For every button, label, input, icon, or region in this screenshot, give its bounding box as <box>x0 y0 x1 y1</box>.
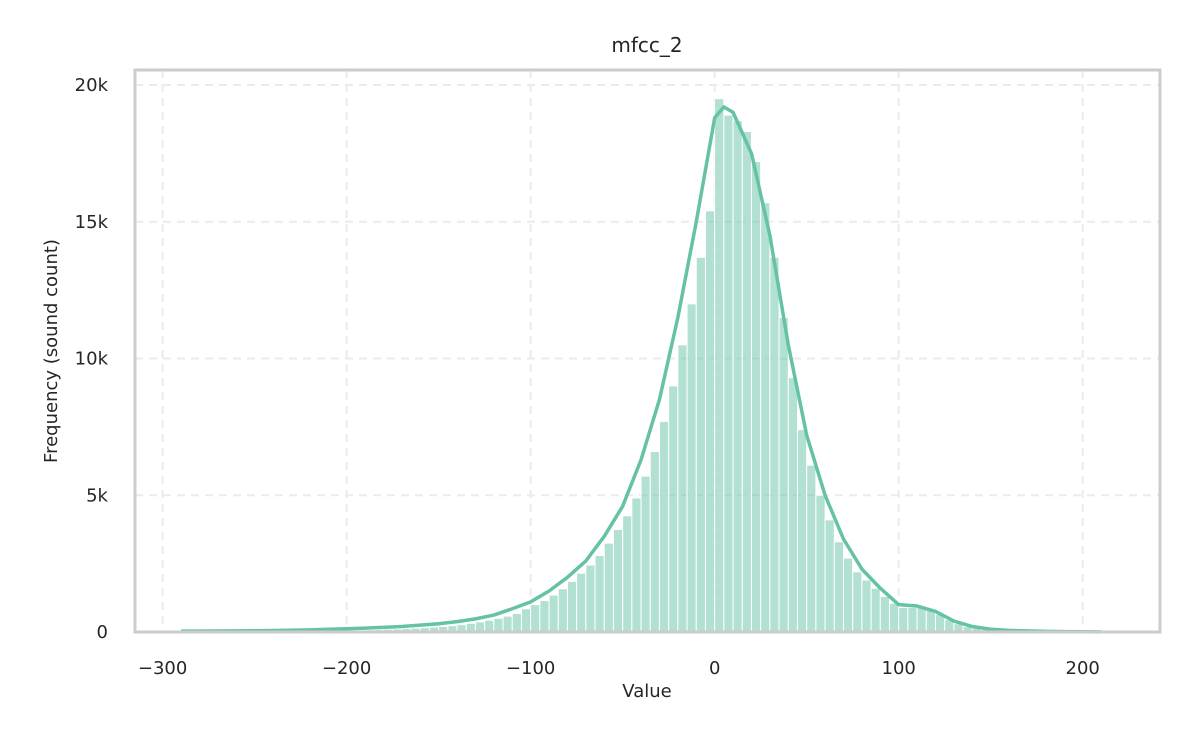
bar <box>807 465 816 632</box>
bar <box>623 516 632 632</box>
y-axis-label: Frequency (sound count) <box>41 239 62 463</box>
x-tick-label: 200 <box>1066 658 1100 679</box>
bar <box>549 595 558 632</box>
bar <box>659 421 668 632</box>
bar <box>669 386 678 632</box>
bar <box>586 565 595 632</box>
bar <box>871 588 880 632</box>
bar <box>770 257 779 632</box>
bar <box>751 162 760 632</box>
bar <box>779 317 788 632</box>
bar <box>889 603 898 632</box>
bar <box>678 345 687 632</box>
bar <box>908 607 917 632</box>
bar <box>853 572 862 632</box>
bar <box>862 580 871 632</box>
x-tick-label: −200 <box>322 658 371 679</box>
bar <box>733 121 742 632</box>
bar <box>705 211 714 632</box>
bar <box>641 476 650 632</box>
bar <box>632 498 641 632</box>
bar <box>843 558 852 632</box>
bar <box>650 452 659 632</box>
bar <box>899 607 908 632</box>
bar <box>512 613 521 632</box>
bar <box>687 304 696 632</box>
bar <box>724 115 733 632</box>
x-tick-label: −300 <box>138 658 187 679</box>
bar <box>788 378 797 632</box>
bar <box>742 132 751 632</box>
bar <box>531 605 540 632</box>
bar <box>567 581 576 632</box>
y-tick-label: 0 <box>97 622 108 643</box>
y-tick-label: 5k <box>86 485 108 506</box>
bar <box>521 609 530 632</box>
bar <box>825 520 834 632</box>
bar <box>494 618 503 632</box>
bar <box>797 430 806 632</box>
y-tick-label: 15k <box>75 212 109 233</box>
y-tick-label: 10k <box>75 349 109 370</box>
bar <box>503 616 512 632</box>
x-tick-label: 100 <box>882 658 916 679</box>
x-axis-label: Value <box>622 681 671 702</box>
x-tick-label: −100 <box>506 658 555 679</box>
chart-title: mfcc_2 <box>611 33 682 57</box>
bar <box>613 529 622 632</box>
bar <box>816 495 825 632</box>
bar <box>577 573 586 632</box>
bar <box>558 589 567 632</box>
bar <box>540 601 549 632</box>
bar <box>595 555 604 632</box>
bar <box>715 99 724 632</box>
y-tick-label: 20k <box>75 75 109 96</box>
bar <box>475 622 484 632</box>
bar <box>834 542 843 632</box>
x-tick-label: 0 <box>709 658 720 679</box>
bar <box>696 257 705 632</box>
bar <box>604 543 613 632</box>
bar <box>761 203 770 632</box>
bar <box>485 620 494 632</box>
bar <box>880 596 889 632</box>
